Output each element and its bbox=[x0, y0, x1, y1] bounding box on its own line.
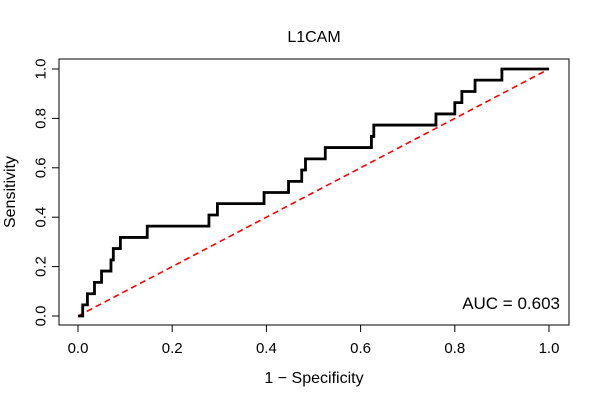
series-layer bbox=[77, 67, 550, 318]
y-tick-label: 0.6 bbox=[33, 157, 50, 178]
x-tick-label: 1.0 bbox=[539, 340, 560, 357]
y-axis-label: Sensitivity bbox=[2, 156, 19, 228]
x-tick-label: 0.4 bbox=[256, 340, 277, 357]
y-tick-label: 0.8 bbox=[33, 108, 50, 129]
roc-curve-line bbox=[78, 67, 549, 318]
auc-annotation: AUC = 0.603 bbox=[462, 294, 560, 313]
y-tick-label: 0.2 bbox=[33, 256, 50, 277]
x-axis: 0.0 0.2 0.4 0.6 0.8 1.0 bbox=[68, 324, 560, 357]
x-tick-label: 0.6 bbox=[350, 340, 371, 357]
x-tick-label: 0.8 bbox=[444, 340, 465, 357]
y-tick-label: 0.4 bbox=[33, 207, 50, 228]
x-tick-label: 0.0 bbox=[68, 340, 89, 357]
diagonal-reference-line bbox=[77, 68, 550, 317]
y-axis: 0.0 0.2 0.4 0.6 0.8 1.0 bbox=[33, 59, 60, 327]
x-tick-label: 0.2 bbox=[162, 340, 183, 357]
y-tick-label: 1.0 bbox=[33, 59, 50, 80]
x-axis-label: 1 − Specificity bbox=[264, 370, 363, 387]
chart-title: L1CAM bbox=[287, 29, 340, 46]
y-tick-label: 0.0 bbox=[33, 306, 50, 327]
